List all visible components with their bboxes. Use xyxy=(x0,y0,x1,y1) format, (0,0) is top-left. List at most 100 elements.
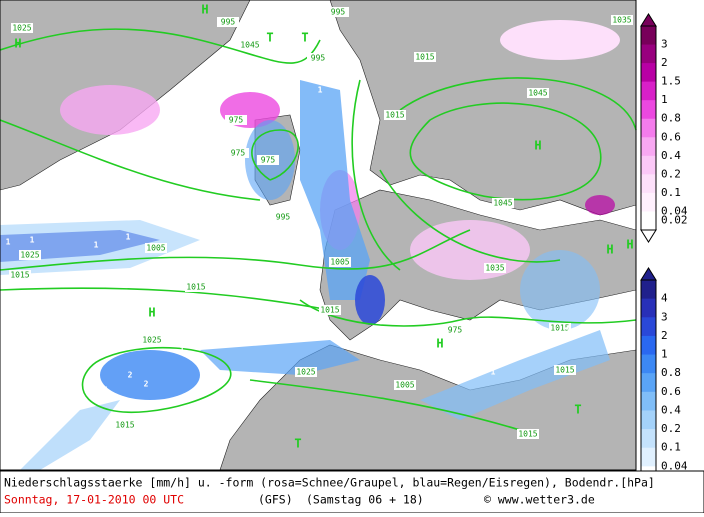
isobar-label: 1015 xyxy=(186,283,205,292)
isobar-label: 1035 xyxy=(485,264,504,273)
legend-label: 1 xyxy=(661,348,668,361)
legend-label: 0.4 xyxy=(661,149,681,162)
legend-label: 0.04 xyxy=(661,204,688,217)
legends: 321.510.80.60.40.20.10.040.0243210.80.60… xyxy=(640,13,688,498)
legend-swatch xyxy=(641,354,656,374)
isobar-label: 975 xyxy=(261,156,276,165)
isobar-label: 995 xyxy=(331,8,346,17)
legend-swatch xyxy=(641,63,656,83)
caption-run: (Samstag 06 + 18) xyxy=(306,493,424,507)
legend-label: 0.8 xyxy=(661,112,681,125)
legend-swatch xyxy=(641,192,656,212)
precip-label: 1 xyxy=(553,326,558,335)
legend-swatch xyxy=(641,335,656,356)
isobar-label-bg xyxy=(527,88,549,98)
rain-areas xyxy=(0,80,610,470)
precip-label: 1 xyxy=(180,346,185,355)
map-labels: 1025 995 1045 995 1015 975 995 1015 1035 1045 975 9… xyxy=(6,3,634,451)
precip-label: 1 xyxy=(126,233,131,242)
isobar-label: 1045 xyxy=(240,41,259,50)
map-frame xyxy=(0,0,637,471)
isobar-label: 975 xyxy=(229,116,244,125)
legend-swatch xyxy=(641,447,656,467)
precip-label: 1 xyxy=(534,336,539,345)
precip-label: 2 xyxy=(144,380,149,389)
legend-label: 0.04 xyxy=(661,459,688,472)
pressure-center: T xyxy=(294,437,301,451)
pressure-center: H xyxy=(626,238,633,252)
isobar-label: 1025 xyxy=(142,336,161,345)
legend-swatch xyxy=(641,298,656,318)
pressure-center: T xyxy=(574,403,581,417)
isobar-label: 1025 xyxy=(20,251,39,260)
precip-label: 1 xyxy=(566,326,571,335)
legend-label: 2 xyxy=(661,56,668,69)
precip-label: 1 xyxy=(6,238,11,247)
isobar-label: 975 xyxy=(448,326,463,335)
isobar-label-bg xyxy=(141,335,163,345)
isobar-label-bg xyxy=(114,420,136,430)
isobar-label: 1005 xyxy=(395,381,414,390)
legend-swatch xyxy=(641,44,656,64)
pressure-center: H xyxy=(534,139,541,153)
isobar-label: 1025 xyxy=(12,24,31,33)
isobar-label-bg xyxy=(217,17,239,27)
precip-label: 1 xyxy=(491,368,496,377)
caption-date: Sonntag, 17-01-2010 00 UTC xyxy=(4,493,184,507)
isobar-label-bg xyxy=(307,53,329,63)
isobar-label: 1015 xyxy=(115,421,134,430)
isobar-label-bg xyxy=(554,365,576,375)
isobar-label: 1015 xyxy=(320,306,339,315)
legend-label: 4 xyxy=(661,292,668,305)
isobar-label: 1045 xyxy=(528,89,547,98)
legend-swatch xyxy=(641,118,656,138)
isobar-label: 975 xyxy=(231,149,246,158)
isobar-label: 1015 xyxy=(550,324,569,333)
pressure-center: H xyxy=(201,3,208,17)
precip-label: 1 xyxy=(104,386,109,395)
precip-label: 2 xyxy=(128,371,133,380)
legend-label: 0.4 xyxy=(661,403,681,416)
legend-swatch xyxy=(641,155,656,175)
legend-swatch xyxy=(641,429,656,449)
precip-label: 1 xyxy=(94,241,99,250)
isobar-label-bg xyxy=(19,250,41,260)
caption-source: © www.wetter3.de xyxy=(484,493,595,507)
isobar-label-bg xyxy=(327,7,349,17)
isobar-label-bg xyxy=(11,23,33,33)
isobar-label-bg xyxy=(9,270,31,280)
legend-cap xyxy=(640,267,657,281)
pressure-center: H xyxy=(14,37,21,51)
isobar-label: 1005 xyxy=(330,258,349,267)
legend-swatch xyxy=(641,211,656,231)
legend-cap xyxy=(640,13,657,27)
legend-cap xyxy=(640,229,657,243)
legend-swatch xyxy=(641,81,656,101)
legend-swatch xyxy=(641,280,656,300)
legend-label: 3 xyxy=(661,310,668,323)
legend-swatch xyxy=(641,137,656,157)
precip-label: 1 xyxy=(30,236,35,245)
precip-label: 1 xyxy=(314,252,319,261)
legend-label: 0.6 xyxy=(661,130,681,143)
isobar-label-bg xyxy=(185,282,207,292)
pressure-center: H xyxy=(436,337,443,351)
isobar-label: 1015 xyxy=(415,53,434,62)
legend-label: 3 xyxy=(661,38,668,51)
isobar-label-bg xyxy=(225,115,247,125)
isobar-label: 1015 xyxy=(555,366,574,375)
pressure-center: T xyxy=(266,31,273,45)
legend-label: 0.02 xyxy=(661,214,688,227)
isobar-label: 1015 xyxy=(385,111,404,120)
isobar-label-bg xyxy=(329,257,351,267)
isobar-label-bg xyxy=(517,429,539,439)
pressure-center: H xyxy=(148,306,155,320)
isobar-label: 1035 xyxy=(612,16,631,25)
isobar-label-bg xyxy=(414,52,436,62)
legend-label: 1.5 xyxy=(661,75,681,88)
isobar-label: 1025 xyxy=(296,368,315,377)
isobars xyxy=(0,28,637,431)
legend-label: 0.6 xyxy=(661,385,681,398)
legend-swatch xyxy=(641,317,656,337)
